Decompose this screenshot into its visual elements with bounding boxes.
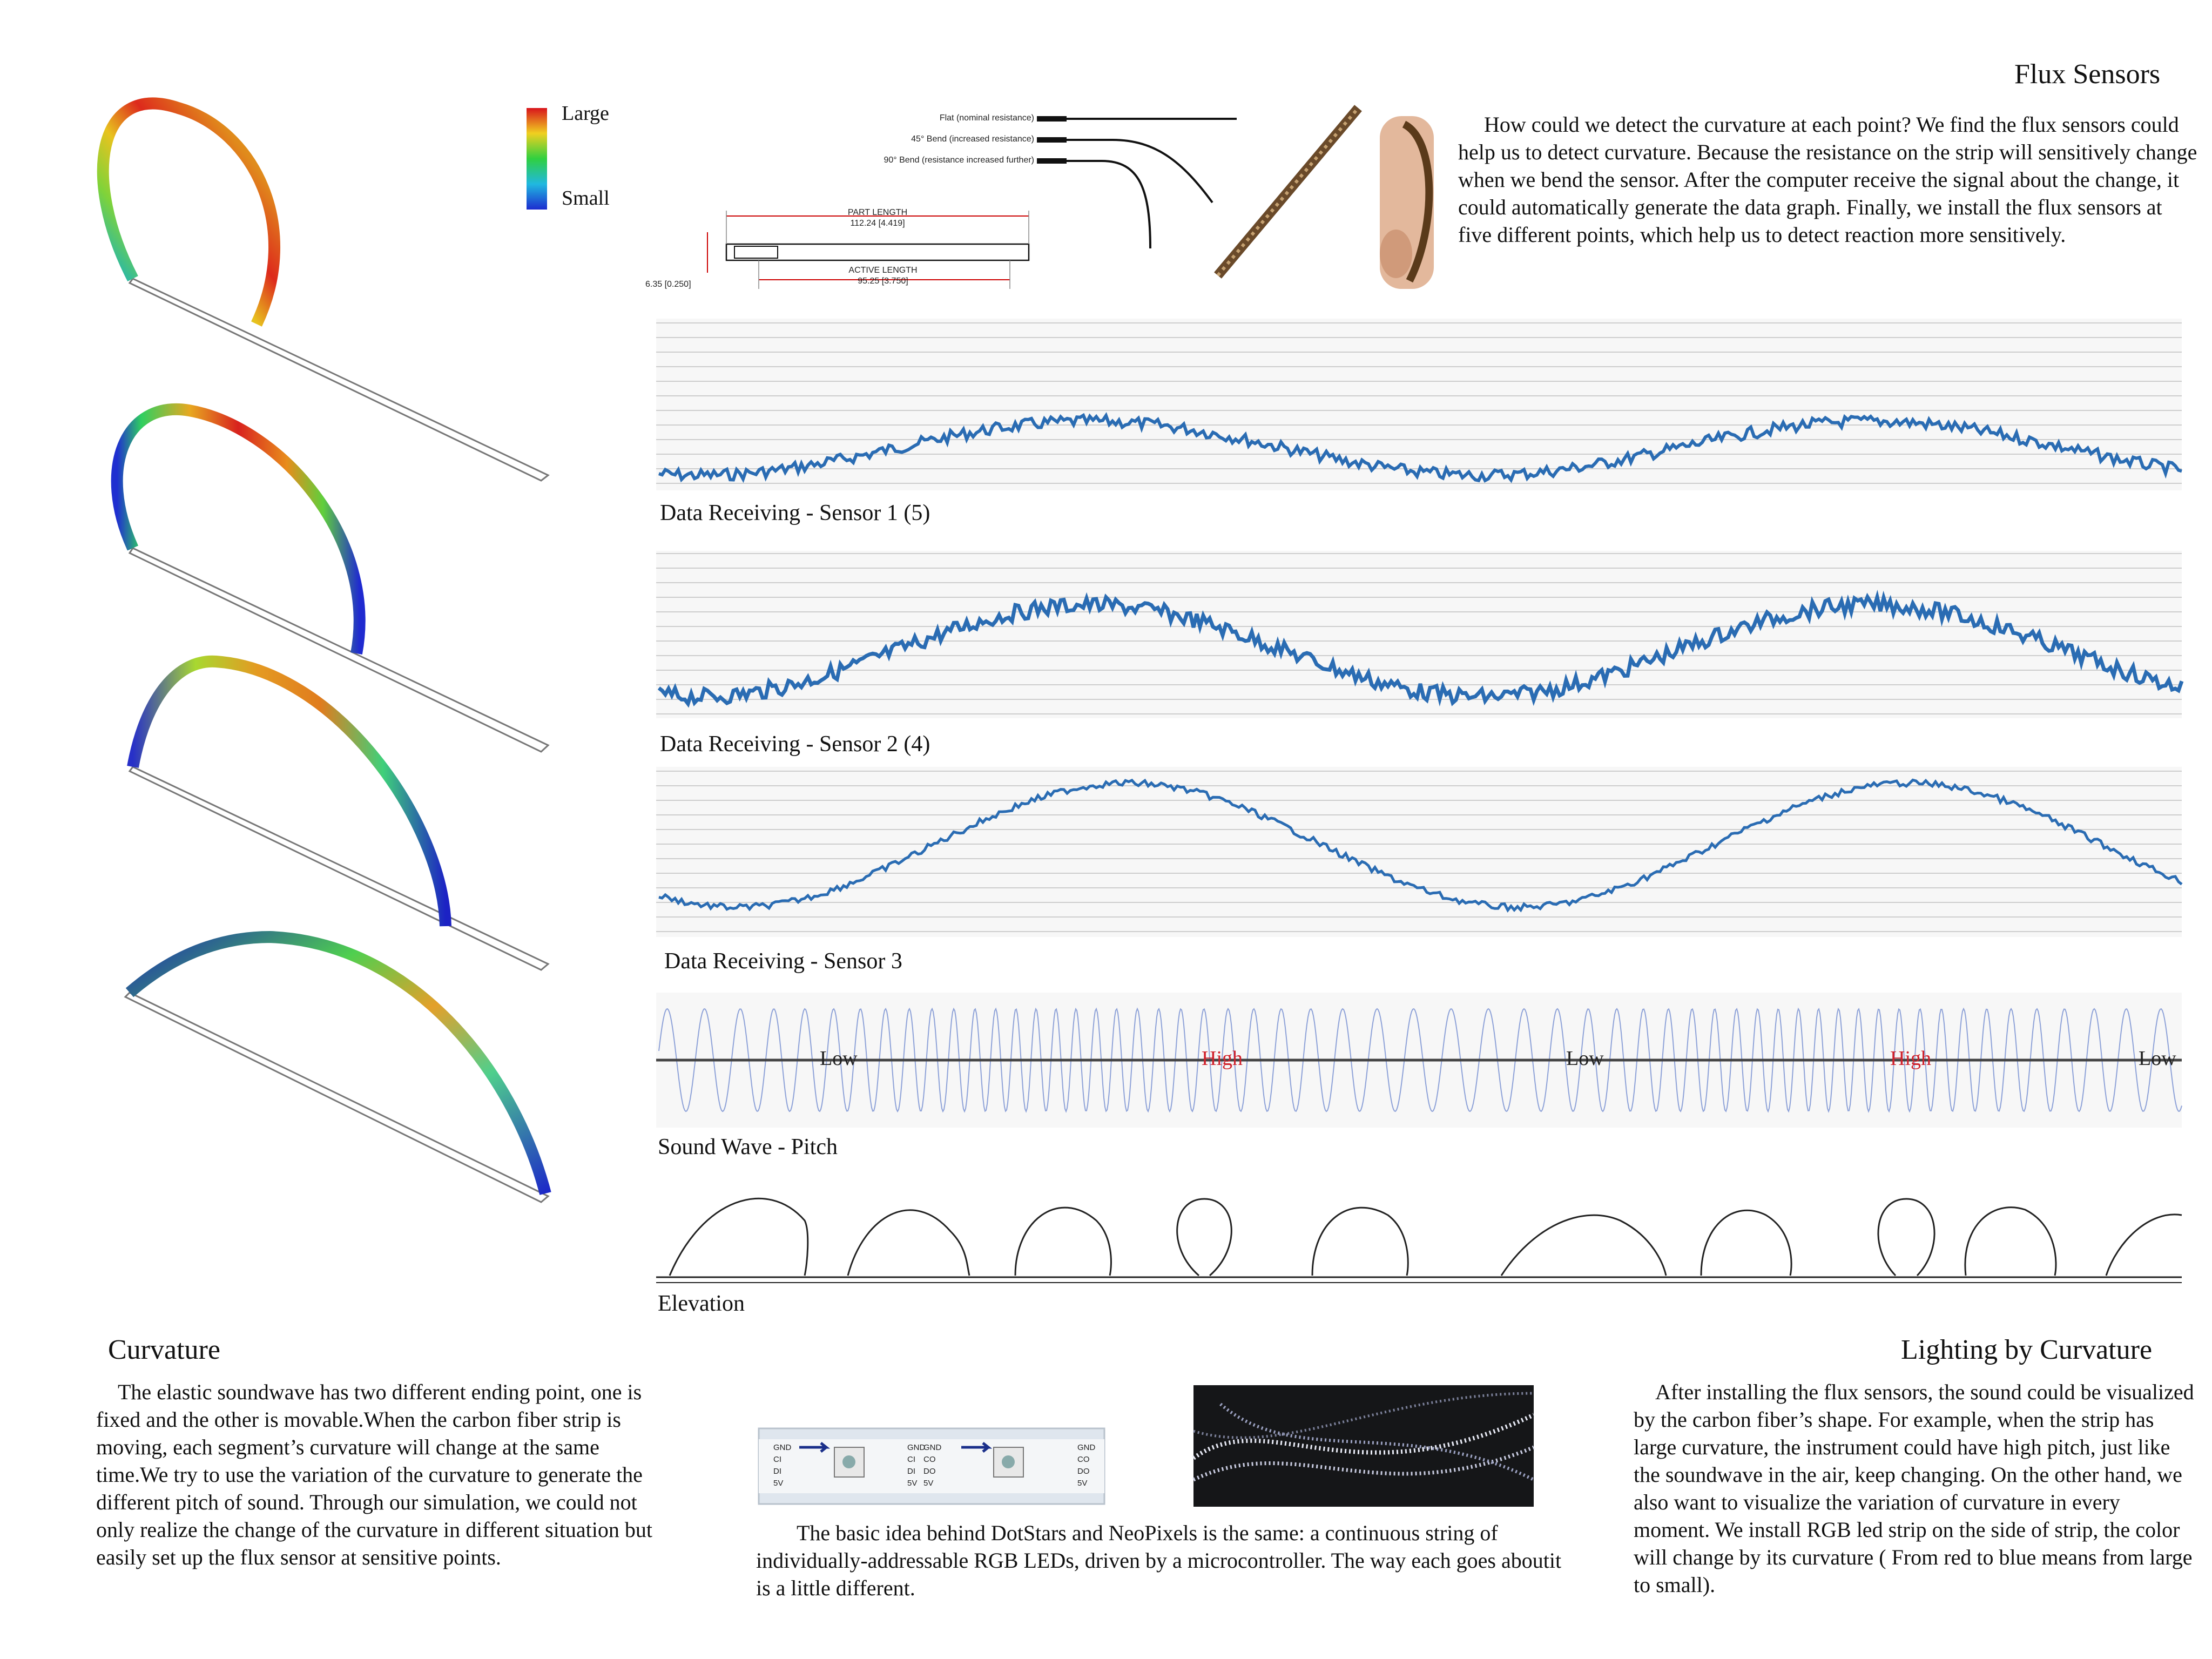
sensor-1-data-line xyxy=(658,412,2182,483)
flux-sensors-title: Flux Sensors xyxy=(2014,59,2161,90)
pitch-label-low: Low xyxy=(2139,1047,2176,1070)
sensor-2-data-line xyxy=(657,589,2184,708)
curvature-text: The elastic soundwave has two different … xyxy=(96,1380,652,1569)
led-pins-right: GND CO DO 5V xyxy=(1077,1443,1096,1488)
led-text: The basic idea behind DotStars and NeoPi… xyxy=(756,1521,1562,1600)
curvature-title: Curvature xyxy=(108,1334,220,1365)
lighting-title: Lighting by Curvature xyxy=(1901,1334,2153,1365)
color-scale-bar xyxy=(527,108,547,210)
legend-small-label: Small xyxy=(562,187,610,210)
sound-wave-caption: Sound Wave - Pitch xyxy=(658,1135,838,1159)
arch-simulation-1 xyxy=(97,97,550,482)
arch-simulation-2 xyxy=(111,403,550,753)
sensor2-caption: Data Receiving - Sensor 2 (4) xyxy=(660,732,930,757)
arch-simulation-4 xyxy=(124,930,551,1203)
led-pins-middle-right: GND CO DO 5V xyxy=(923,1443,942,1488)
led-lighting-photo xyxy=(1192,1385,1535,1507)
sensor-chart-grids xyxy=(656,319,2182,1128)
active-length-value: 95.25 [3.750] xyxy=(858,276,908,286)
part-length-title: PART LENGTH xyxy=(847,208,908,217)
hand-bending-sensor-photo xyxy=(1380,116,1434,289)
lighting-text: After installing the flux sensors, the s… xyxy=(1634,1380,2194,1597)
arch-simulation-3 xyxy=(127,655,550,971)
led-pins-middle: GND CI DI 5V xyxy=(907,1443,926,1488)
sensor1-caption: Data Receiving - Sensor 1 (5) xyxy=(660,501,930,525)
bend90-label: 90° Bend (resistance increased further) xyxy=(884,156,1034,165)
pitch-label-high: High xyxy=(1890,1047,1931,1070)
pitch-label-low: Low xyxy=(1566,1047,1604,1070)
pitch-label-low: Low xyxy=(820,1047,858,1070)
width-value: 6.35 [0.250] xyxy=(645,280,691,289)
legend-large-label: Large xyxy=(562,102,609,125)
flux-sensors-text: How could we detect the curvature at eac… xyxy=(1458,112,2197,247)
pitch-label-high: High xyxy=(1202,1047,1243,1070)
bend45-label: 45° Bend (increased resistance) xyxy=(911,134,1034,144)
led-pins-left: GND CI DI 5V xyxy=(773,1443,792,1488)
active-length-title: ACTIVE LENGTH xyxy=(848,266,918,275)
elevation-caption: Elevation xyxy=(658,1291,745,1316)
flex-sensor-photo xyxy=(1214,105,1362,279)
part-length-value: 112.24 [4.419] xyxy=(850,219,905,228)
led-strip-photo xyxy=(758,1427,1105,1505)
flex-sensor-diagram xyxy=(707,116,1237,289)
sound-wave-pitch-chart xyxy=(656,1007,2182,1113)
sensor-3-data-line xyxy=(658,778,2183,913)
flat-label: Flat (nominal resistance) xyxy=(939,113,1034,123)
sensor3-caption: Data Receiving - Sensor 3 xyxy=(664,949,902,974)
elevation-drawing xyxy=(656,1197,2182,1283)
